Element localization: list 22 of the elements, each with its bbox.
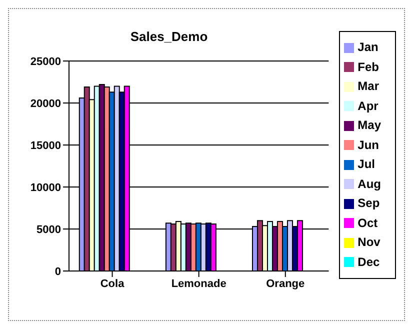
legend-label: Apr xyxy=(358,98,378,112)
legend-label: Jul xyxy=(358,157,375,171)
x-tick-label: Cola xyxy=(100,278,126,290)
legend-label: Sep xyxy=(358,196,380,210)
legend-label: Dec xyxy=(358,254,380,268)
chart-title: Sales_Demo xyxy=(129,29,209,44)
y-tick-label: 25000 xyxy=(30,56,61,68)
y-tick-label: 20000 xyxy=(30,98,61,110)
legend-label: Aug xyxy=(358,176,381,190)
legend-label: Oct xyxy=(358,216,378,230)
legend-label: Jan xyxy=(358,40,378,54)
x-tick-label: Orange xyxy=(266,278,305,290)
legend-label: Nov xyxy=(358,235,380,249)
x-tick-label: Lemonade xyxy=(171,278,226,290)
legend-label: Feb xyxy=(358,60,379,74)
y-tick-label: 0 xyxy=(54,266,61,278)
y-tick-label: 15000 xyxy=(30,140,61,152)
legend-label: Jun xyxy=(358,138,379,152)
legend-label: Mar xyxy=(358,79,379,93)
y-tick-label: 5000 xyxy=(36,224,61,236)
legend-label: May xyxy=(358,118,381,132)
y-tick-label: 10000 xyxy=(30,182,61,194)
